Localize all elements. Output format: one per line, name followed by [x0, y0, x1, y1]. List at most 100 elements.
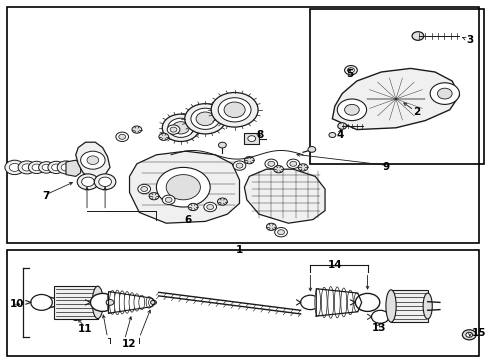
Bar: [310, 9, 484, 164]
Circle shape: [119, 134, 125, 139]
Circle shape: [165, 197, 172, 202]
Circle shape: [287, 159, 299, 168]
Circle shape: [77, 174, 99, 190]
Text: 4: 4: [336, 130, 343, 140]
Circle shape: [218, 198, 227, 205]
Circle shape: [95, 174, 116, 190]
Ellipse shape: [107, 292, 113, 313]
Circle shape: [81, 151, 105, 169]
Circle shape: [167, 125, 180, 134]
Circle shape: [150, 300, 156, 305]
Text: 11: 11: [78, 324, 93, 334]
Circle shape: [224, 102, 245, 118]
Ellipse shape: [139, 295, 145, 310]
Polygon shape: [54, 286, 98, 319]
Circle shape: [116, 132, 128, 141]
Circle shape: [308, 147, 316, 152]
Circle shape: [28, 161, 45, 174]
Circle shape: [412, 32, 424, 40]
Circle shape: [218, 98, 251, 122]
Polygon shape: [245, 169, 325, 223]
Polygon shape: [129, 151, 240, 223]
Circle shape: [207, 204, 214, 210]
Ellipse shape: [148, 298, 154, 307]
Ellipse shape: [341, 288, 347, 317]
Ellipse shape: [114, 290, 120, 315]
Text: 9: 9: [383, 162, 390, 172]
Circle shape: [344, 66, 357, 75]
Circle shape: [298, 164, 308, 171]
Text: 3: 3: [467, 35, 474, 45]
Text: 15: 15: [472, 328, 486, 338]
Polygon shape: [66, 160, 81, 176]
Circle shape: [99, 177, 111, 186]
Ellipse shape: [328, 287, 334, 318]
Circle shape: [87, 156, 99, 165]
Circle shape: [106, 300, 114, 305]
Ellipse shape: [347, 290, 353, 315]
Circle shape: [211, 93, 258, 127]
Text: 2: 2: [413, 107, 420, 117]
Text: 13: 13: [371, 323, 386, 333]
Circle shape: [172, 122, 189, 134]
Circle shape: [466, 332, 473, 337]
Circle shape: [18, 161, 36, 174]
Circle shape: [31, 294, 52, 310]
Ellipse shape: [334, 287, 340, 318]
Circle shape: [22, 164, 32, 171]
Text: 7: 7: [43, 191, 50, 201]
Circle shape: [32, 164, 41, 171]
Polygon shape: [332, 68, 460, 130]
Circle shape: [275, 228, 288, 237]
Circle shape: [355, 293, 380, 311]
Ellipse shape: [119, 291, 125, 314]
Polygon shape: [245, 133, 259, 144]
Circle shape: [168, 118, 194, 138]
Circle shape: [204, 202, 217, 212]
Circle shape: [61, 164, 71, 171]
Circle shape: [149, 193, 159, 200]
Circle shape: [371, 310, 389, 323]
Circle shape: [42, 164, 51, 171]
Circle shape: [268, 161, 275, 166]
Text: 10: 10: [10, 299, 24, 309]
Circle shape: [191, 108, 220, 129]
Circle shape: [39, 162, 54, 173]
Circle shape: [347, 68, 354, 73]
Circle shape: [265, 159, 278, 168]
Text: 12: 12: [122, 339, 137, 349]
Circle shape: [166, 175, 200, 200]
Circle shape: [233, 161, 246, 170]
Ellipse shape: [354, 293, 360, 312]
Circle shape: [91, 293, 115, 311]
Circle shape: [188, 203, 198, 211]
Circle shape: [82, 177, 95, 186]
Circle shape: [300, 295, 320, 310]
Circle shape: [5, 160, 24, 175]
Circle shape: [132, 126, 142, 133]
Circle shape: [51, 164, 61, 171]
Ellipse shape: [386, 290, 396, 322]
Ellipse shape: [321, 287, 327, 318]
Polygon shape: [76, 142, 110, 178]
Circle shape: [267, 223, 276, 230]
Circle shape: [337, 99, 367, 121]
Circle shape: [138, 184, 150, 194]
Circle shape: [162, 114, 199, 141]
Circle shape: [9, 163, 20, 171]
Circle shape: [290, 161, 297, 166]
Circle shape: [219, 142, 226, 148]
Text: 1: 1: [236, 245, 243, 255]
Ellipse shape: [109, 291, 115, 314]
Circle shape: [162, 195, 175, 204]
Ellipse shape: [129, 293, 135, 312]
Ellipse shape: [68, 288, 83, 320]
Ellipse shape: [124, 292, 130, 313]
Circle shape: [57, 161, 75, 174]
Circle shape: [430, 83, 460, 104]
Circle shape: [48, 161, 65, 174]
Ellipse shape: [134, 294, 140, 311]
Circle shape: [344, 104, 359, 115]
Circle shape: [159, 133, 169, 140]
Circle shape: [329, 132, 336, 138]
